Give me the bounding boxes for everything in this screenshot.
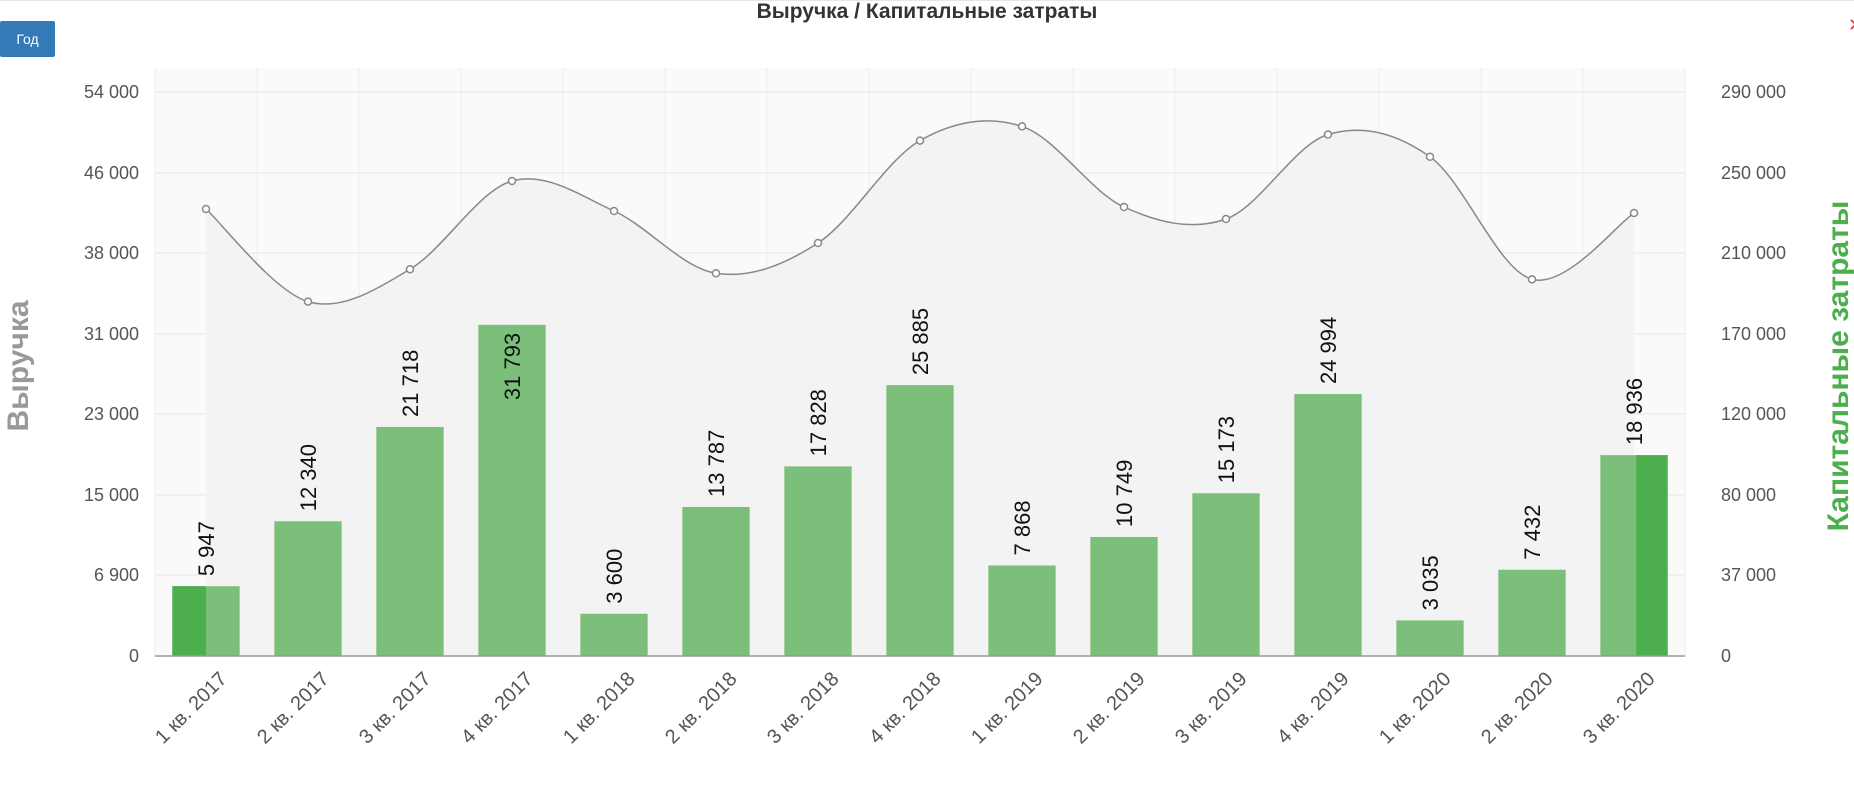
x-tick-label: 2 кв. 2017 [253,668,333,748]
bar-data-label: 12 340 [296,444,321,511]
bar-data-label: 13 787 [704,430,729,497]
revenue-bar [682,506,750,656]
capex-point [201,204,211,214]
capex-point [711,269,721,278]
left-axis-title: Выручка [2,300,35,431]
capex-point [1629,208,1639,218]
right-tick-label: 250 000 [1721,163,1786,183]
right-tick-label: 170 000 [1721,324,1786,344]
revenue-bar [1192,493,1260,656]
revenue-bar [274,521,342,656]
x-tick-label: 4 кв. 2019 [1273,668,1353,748]
x-tick-label: 1 кв. 2017 [151,668,231,748]
chart-title: Выручка / Капитальные затраты [756,0,1098,23]
capex-point [507,176,517,186]
capex-point [303,297,313,306]
top-divider [0,0,1854,1]
plot-area: 0 6 900 15 000 23 000 31 000 38 000 46 000 54 0… [2,68,1854,748]
right-tick-label: 80 000 [1721,485,1776,505]
capex-point [813,238,823,248]
bar-data-label: 25 885 [908,308,933,375]
left-tick-label: 54 000 [84,82,139,102]
revenue-bar-highlight [172,586,206,656]
revenue-bar [784,466,852,656]
x-tick-label: 1 кв. 2018 [559,668,639,748]
revenue-bar [478,324,546,656]
bar-data-label: 17 828 [806,389,831,456]
revenue-bar [376,426,444,656]
right-tick-label: 0 [1721,646,1731,666]
revenue-bar [580,613,648,656]
capex-point [915,136,925,145]
revenue-bar-highlight [1636,455,1668,656]
capex-point [405,264,415,274]
capex-point [1425,152,1435,162]
bar-data-label: 31 793 [500,333,525,400]
capex-point [1323,130,1333,139]
x-tick-label: 4 кв. 2017 [457,668,537,748]
right-axis-title: Капитальные затраты [1822,201,1854,532]
x-tick-label: 3 кв. 2018 [763,668,843,748]
x-tick-label: 1 кв. 2020 [1375,668,1455,748]
left-tick-label: 0 [129,646,139,666]
bar-data-label: 15 173 [1214,416,1239,483]
x-tick-label: 2 кв. 2019 [1069,668,1149,748]
capex-point [1017,122,1027,131]
left-tick-label: 23 000 [84,404,139,424]
left-tick-label: 38 000 [84,243,139,263]
left-tick-label: 6 900 [94,565,139,585]
x-tick-label: 2 кв. 2018 [661,668,741,748]
bar-data-label: 5 947 [194,521,219,576]
bar-data-label: 7 432 [1520,505,1545,560]
x-tick-label: 3 кв. 2020 [1579,668,1659,748]
capex-point [1119,202,1129,212]
right-tick-label: 290 000 [1721,82,1786,102]
bar-data-label: 3 035 [1418,555,1443,610]
revenue-bar [1294,394,1362,656]
x-tick-label: 2 кв. 2020 [1477,668,1557,748]
x-tick-label: 3 кв. 2017 [355,668,435,748]
bar-data-label: 18 936 [1622,378,1647,445]
bar-data-label: 7 868 [1010,500,1035,555]
x-tick-label: 4 кв. 2018 [865,668,945,748]
bar-data-label: 24 994 [1316,317,1341,384]
capex-point [1527,275,1537,284]
x-tick-label: 3 кв. 2019 [1171,668,1251,748]
right-tick-label: 37 000 [1721,565,1776,585]
bar-data-label: 10 749 [1112,460,1137,527]
x-tick-label: 1 кв. 2019 [967,668,1047,748]
left-tick-label: 46 000 [84,163,139,183]
capex-point [609,206,619,216]
revenue-bar [886,385,954,656]
bar-data-label: 3 600 [602,549,627,604]
revenue-bar [1498,569,1566,656]
right-tick-label: 120 000 [1721,404,1786,424]
capex-point [1221,214,1231,224]
close-icon[interactable]: ✕ [1848,14,1854,36]
revenue-bar [1396,620,1464,656]
left-tick-label: 15 000 [84,485,139,505]
bar-data-label: 21 718 [398,350,423,417]
revenue-bar [1090,536,1158,656]
left-tick-label: 31 000 [84,324,139,344]
revenue-bar [988,565,1056,656]
year-button[interactable]: Год [0,21,55,57]
right-tick-label: 210 000 [1721,243,1786,263]
